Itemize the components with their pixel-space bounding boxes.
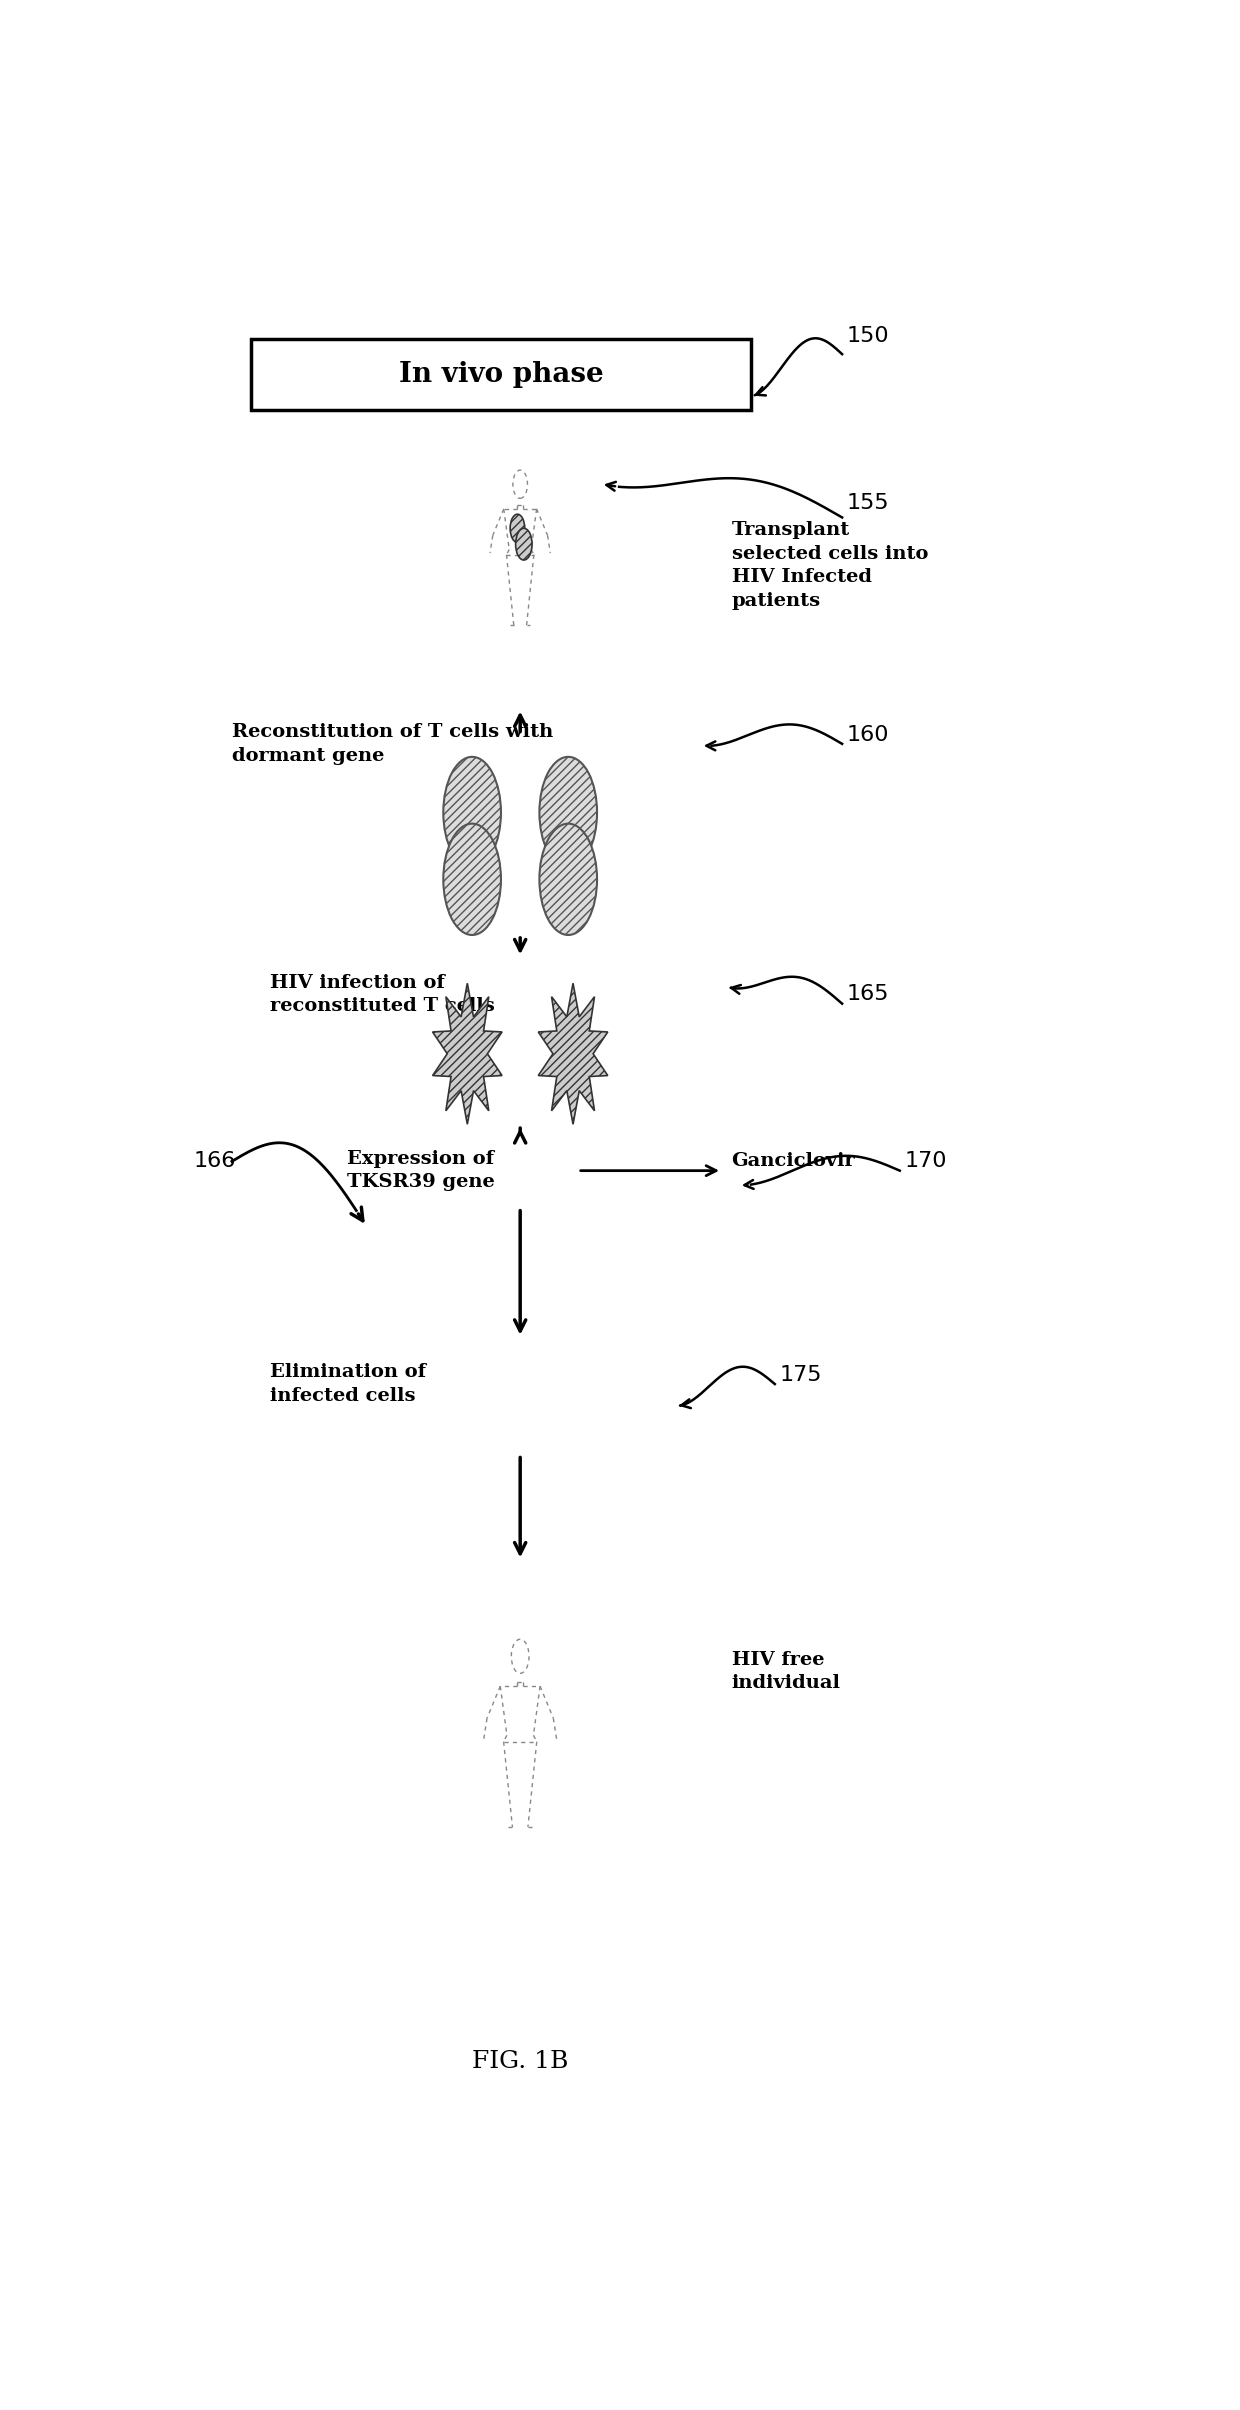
Circle shape — [510, 513, 525, 542]
Text: 170: 170 — [905, 1152, 947, 1171]
Text: 155: 155 — [847, 492, 889, 513]
Text: Elimination of
infected cells: Elimination of infected cells — [270, 1364, 427, 1405]
Text: HIV infection of
reconstituted T cells: HIV infection of reconstituted T cells — [270, 974, 495, 1015]
Text: Expression of
TKSR39 gene: Expression of TKSR39 gene — [347, 1150, 495, 1191]
Circle shape — [444, 757, 501, 868]
Text: FIG. 1B: FIG. 1B — [472, 2051, 568, 2073]
Circle shape — [539, 757, 598, 868]
Polygon shape — [538, 983, 608, 1123]
Text: Ganciclovir: Ganciclovir — [732, 1152, 856, 1171]
Text: 160: 160 — [847, 725, 889, 745]
Text: 165: 165 — [847, 983, 889, 1005]
Polygon shape — [433, 983, 502, 1123]
Circle shape — [539, 824, 598, 935]
Text: Transplant
selected cells into
HIV Infected
patients: Transplant selected cells into HIV Infec… — [732, 521, 928, 610]
Text: HIV free
individual: HIV free individual — [732, 1651, 841, 1692]
Text: 175: 175 — [780, 1364, 822, 1386]
Text: In vivo phase: In vivo phase — [398, 362, 604, 388]
FancyBboxPatch shape — [250, 340, 751, 410]
Circle shape — [444, 824, 501, 935]
Text: 166: 166 — [193, 1152, 236, 1171]
Circle shape — [516, 528, 532, 559]
Text: 150: 150 — [847, 325, 889, 345]
Text: Reconstitution of T cells with
dormant gene: Reconstitution of T cells with dormant g… — [232, 723, 553, 764]
